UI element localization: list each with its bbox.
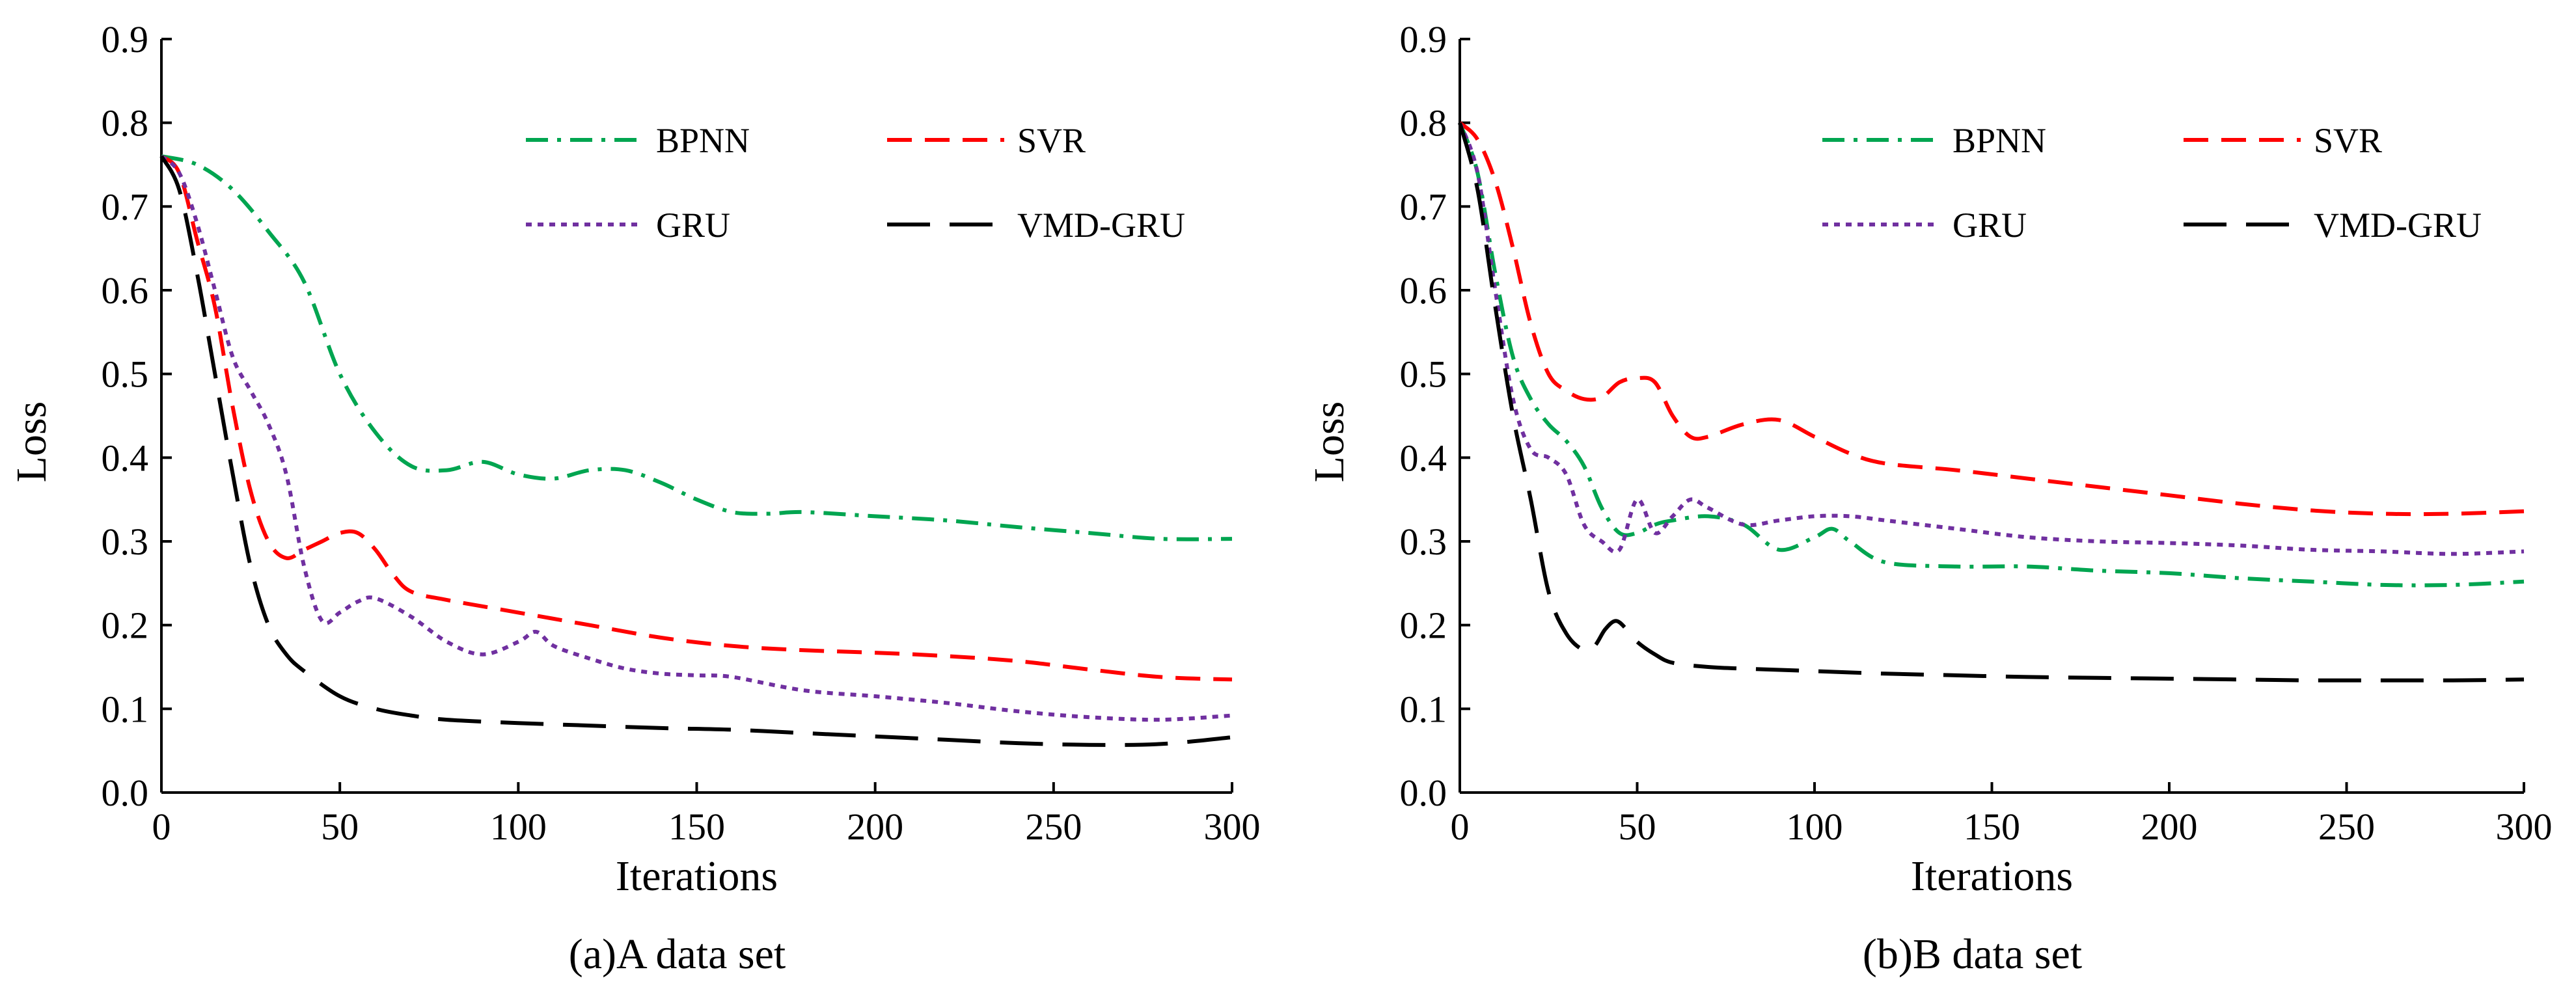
- legend: BPNN SVR GRU VMD-GRU: [526, 121, 1185, 245]
- x-tick-label: 50: [1619, 806, 1656, 848]
- x-tick-label: 0: [1451, 806, 1470, 848]
- x-tick-label: 250: [1025, 806, 1082, 848]
- series-line-bpnn: [161, 154, 1233, 541]
- y-tick-label: 0.6: [1400, 269, 1447, 312]
- series-line-vmd-gru: [1458, 122, 2525, 683]
- y-tick-label: 0.9: [102, 18, 149, 61]
- x-tick-label: 50: [321, 806, 359, 848]
- series-line-svr: [1458, 121, 2525, 517]
- x-tick-label: 250: [2318, 806, 2375, 848]
- series-line-gru: [1458, 122, 2525, 556]
- y-tick-label: 0.8: [102, 102, 149, 144]
- x-tick-label: 100: [490, 806, 547, 848]
- y-tick-label: 0.3: [102, 521, 149, 563]
- y-tick-label: 0.1: [102, 688, 149, 730]
- series-line-svr: [159, 154, 1233, 682]
- series-line-bpnn: [1458, 122, 2525, 588]
- y-tick-label: 0.5: [102, 353, 149, 396]
- legend-label: SVR: [2314, 121, 2382, 160]
- y-tick-label: 0.4: [1400, 437, 1447, 479]
- x-tick-label: 300: [2496, 806, 2553, 848]
- x-axis-title: Iterations: [616, 852, 778, 900]
- series-line-vmd-gru: [159, 155, 1233, 747]
- panel-caption: (b)B data set: [1863, 930, 2082, 978]
- x-tick-label: 300: [1204, 806, 1261, 848]
- x-tick-label: 200: [847, 806, 903, 848]
- legend-label: VMD-GRU: [1017, 206, 1185, 245]
- legend-label: SVR: [1017, 121, 1086, 160]
- y-tick-label: 0.4: [102, 437, 149, 479]
- y-tick-label: 0.9: [1400, 18, 1447, 61]
- legend-label: BPNN: [1953, 121, 2046, 160]
- legend: BPNN SVR GRU VMD-GRU: [1822, 121, 2482, 245]
- panel-caption: (a)A data set: [569, 930, 786, 978]
- x-tick-label: 100: [1787, 806, 1843, 848]
- y-axis-title: Loss: [1306, 401, 1353, 483]
- y-tick-label: 0.8: [1400, 102, 1447, 144]
- legend-label: GRU: [1953, 206, 2027, 245]
- legend-label: BPNN: [656, 121, 750, 160]
- chart-panel-a: 0 50 100 150 200 250 300 0.0 0.1 0.2 0.3 0.4 0.5 0.6 0…: [8, 18, 1261, 978]
- y-tick-label: 0.0: [102, 772, 149, 814]
- y-tick-label: 0.1: [1400, 688, 1447, 730]
- y-tick-label: 0.0: [1400, 772, 1447, 814]
- y-tick-label: 0.2: [102, 604, 149, 647]
- y-tick-label: 0.7: [1400, 185, 1447, 228]
- x-tick-label: 150: [1964, 806, 2020, 848]
- y-axis-title: Loss: [8, 401, 55, 483]
- y-tick-label: 0.7: [102, 185, 149, 228]
- legend-label: VMD-GRU: [2314, 206, 2482, 245]
- x-tick-label: 0: [152, 806, 171, 848]
- x-axis-title: Iterations: [1911, 852, 2073, 900]
- y-tick-label: 0.5: [1400, 353, 1447, 396]
- legend-label: GRU: [656, 206, 730, 245]
- x-tick-label: 200: [2141, 806, 2198, 848]
- y-tick-label: 0.2: [1400, 604, 1447, 647]
- y-tick-label: 0.6: [102, 269, 149, 312]
- y-tick-label: 0.3: [1400, 521, 1447, 563]
- x-tick-label: 150: [668, 806, 725, 848]
- chart-panel-b: 0 50 100 150 200 250 300 0.0 0.1 0.2 0.3 0.4 0.5 0.6 0…: [1306, 18, 2553, 978]
- series-line-gru: [159, 154, 1233, 722]
